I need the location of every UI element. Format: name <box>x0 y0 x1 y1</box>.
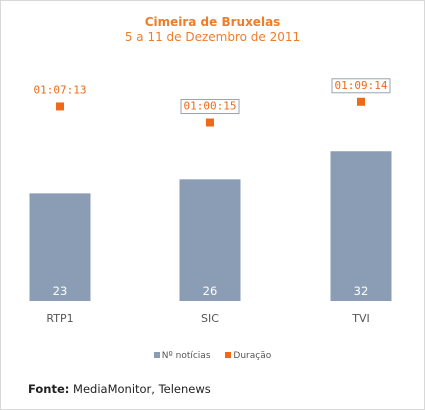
legend-label-news-count: Nº notícias <box>161 351 211 361</box>
duration-marker <box>206 118 214 127</box>
duration-value-label: 01:07:13 <box>34 83 87 96</box>
chart-subtitle: 5 a 11 de Dezembro de 2011 <box>124 30 301 44</box>
duration-marker <box>56 102 64 111</box>
category-label: RTP1 <box>46 312 73 325</box>
duration-marker <box>357 97 365 106</box>
duration-label-box <box>331 78 391 94</box>
chart-plot: 23 RTP1 01:07:13 26 SIC 01:00:15 32 TVI 01:09:14 <box>29 78 392 325</box>
duration-value-label: 01:09:14 <box>335 79 388 92</box>
source-note: Fonte: MediaMonitor, Telenews <box>28 382 211 396</box>
source-text: MediaMonitor, Telenews <box>73 382 211 396</box>
bar-value-label: 23 <box>53 284 68 298</box>
legend-label-duration: Duração <box>233 351 272 361</box>
legend-swatch-duration <box>225 352 232 358</box>
legend-item-news-count: Nº notícias <box>153 351 211 361</box>
duration-label-box <box>180 99 240 115</box>
source-label: Fonte: <box>28 382 70 396</box>
bar-sic <box>179 179 241 301</box>
bar-value-label: 32 <box>354 284 369 298</box>
duration-value-label: 01:00:15 <box>184 100 237 113</box>
chart-title: Cimeira de Bruxelas <box>144 15 281 29</box>
category-label: TVI <box>351 312 370 325</box>
chart-legend: Nº notícias Duração <box>0 351 425 361</box>
bar-rtp1 <box>29 193 91 301</box>
legend-item-duration: Duração <box>225 351 271 361</box>
bar-value-label: 26 <box>203 284 218 298</box>
legend-swatch-news-count <box>153 352 160 358</box>
category-label: SIC <box>201 312 219 325</box>
bar-tvi <box>330 151 392 301</box>
